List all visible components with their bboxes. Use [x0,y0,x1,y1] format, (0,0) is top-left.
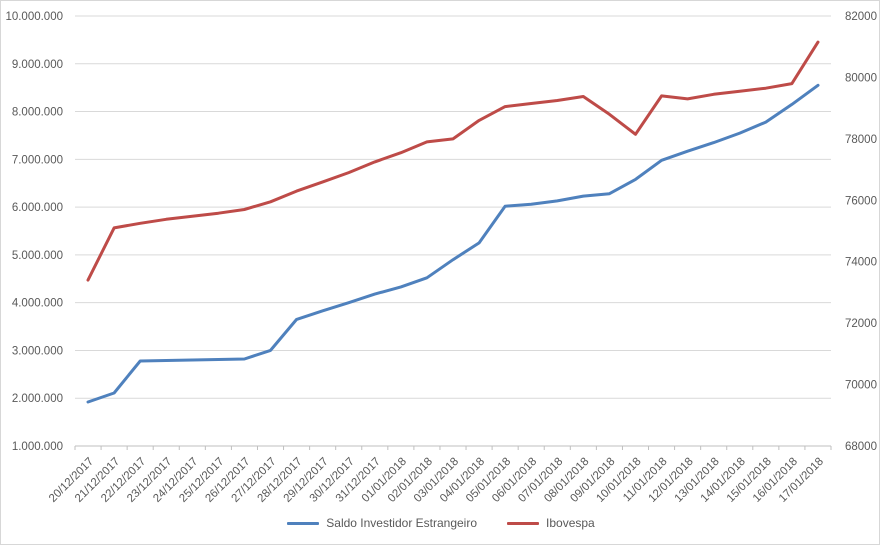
y-axis-right-tick-label: 74000 [845,257,877,269]
legend-item-saldo-investidor-estrangeiro: Saldo Investidor Estrangeiro [287,517,477,529]
legend-line-swatch-red [507,521,540,525]
y-axis-left-tick-label: 7.000.000 [12,154,63,166]
y-axis-left-tick-label: 9.000.000 [12,59,63,71]
series-line-ibovespa [86,40,820,282]
y-axis-left-tick-label: 1.000.000 [12,441,63,453]
y-axis-right-tick-label: 80000 [845,72,877,84]
y-axis-left-tick-label: 3.000.000 [12,345,63,357]
y-axis-right-tick-label: 72000 [845,318,877,330]
chart-legend: Saldo Investidor Estrangeiro Ibovespa [1,517,880,529]
y-axis-right-tick-label: 78000 [845,134,877,146]
y-axis-left-tick-label: 10.000.000 [5,11,63,23]
y-axis-right-tick-label: 70000 [845,380,877,392]
y-axis-left-tick-label: 4.000.000 [12,298,63,310]
y-axis-right-tick-label: 76000 [845,195,877,207]
legend-label: Ibovespa [546,516,595,530]
y-axis-left-tick-label: 5.000.000 [12,250,63,262]
y-axis-left-tick-label: 2.000.000 [12,393,63,405]
y-axis-right-tick-label: 82000 [845,11,877,23]
legend-line-swatch-blue [287,521,320,525]
series-line-saldo-investidor-estrangeiro [86,83,820,404]
y-axis-left-tick-label: 8.000.000 [12,107,63,119]
legend-label: Saldo Investidor Estrangeiro [326,516,478,530]
legend-item-ibovespa: Ibovespa [507,517,595,529]
y-axis-left-tick-label: 6.000.000 [12,202,63,214]
y-axis-right-tick-label: 68000 [845,441,877,453]
